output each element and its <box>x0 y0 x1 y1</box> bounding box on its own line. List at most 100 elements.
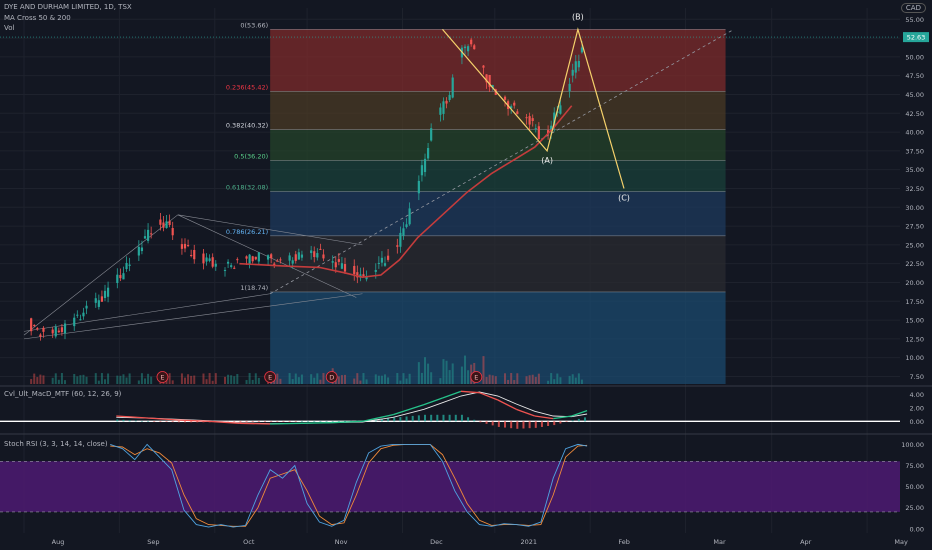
volume-bar <box>430 372 433 384</box>
macd-label[interactable]: Cvl_Ult_MacD_MTF (60, 12, 26, 9) <box>4 390 122 398</box>
fib-zone-0.786 <box>270 235 726 292</box>
earnings-marker[interactable] <box>325 371 338 383</box>
volume-bar <box>150 376 153 384</box>
volume-bar <box>64 380 67 384</box>
fib-level-label: 0.382(40.32) <box>226 122 268 130</box>
candle-body <box>85 305 88 309</box>
fib-zone-0.236 <box>270 91 726 130</box>
candle-body <box>334 262 337 268</box>
candle-body <box>248 254 251 264</box>
earnings-marker-label: D <box>329 374 334 382</box>
macd-histogram-bar <box>510 421 513 429</box>
volume-bar <box>42 375 45 384</box>
macd-line-segment <box>331 420 363 424</box>
fibonacci-retracement[interactable]: 0(53.66) 0.236(45.42) 0.382(40.32) 0.5(36.2… <box>226 21 726 384</box>
stoch-tick-label: 75.00 <box>905 462 924 470</box>
volume-bar <box>467 370 470 384</box>
volume-bar <box>531 374 534 384</box>
ma-indicator-label[interactable]: MA Cross 50 & 200 <box>4 14 71 22</box>
elliott-wave-drawing[interactable]: (A) (B) (C) <box>442 12 630 202</box>
macd-histogram-bar <box>448 414 451 422</box>
candle-body <box>313 251 316 258</box>
volume-bar <box>122 374 125 384</box>
candle-body <box>60 327 64 332</box>
dashed-trend-line[interactable] <box>269 30 732 295</box>
macd-line-segment <box>516 408 536 417</box>
candle-body <box>202 253 205 264</box>
price-tick-label: 25.00 <box>905 241 924 249</box>
macd-histogram-bar <box>479 421 482 423</box>
ma-50-line <box>239 105 573 279</box>
volume-bar <box>356 373 359 384</box>
macd-histogram-bar <box>393 417 396 422</box>
candle-body <box>76 314 79 316</box>
volume-bar <box>51 377 54 384</box>
macd-histogram-bar <box>411 415 414 422</box>
trend-line-3[interactable] <box>23 293 363 340</box>
macd-histogram-bar <box>282 421 285 422</box>
volume-bar <box>494 376 497 384</box>
volume-bars <box>30 355 583 384</box>
last-price-badge <box>903 32 929 43</box>
macd-histogram-bar <box>577 418 580 422</box>
price-tick-label: 40.00 <box>905 129 924 137</box>
price-axis[interactable]: 7.50 10.00 12.50 15.00 17.50 20.00 22.50 25.00 2… <box>901 16 929 534</box>
macd-tick-label: 2.00 <box>910 405 924 413</box>
macd-histogram-bar <box>399 417 402 422</box>
volume-bar <box>30 378 33 384</box>
earnings-marker[interactable] <box>264 371 277 383</box>
volume-bar <box>128 373 131 384</box>
symbol-title[interactable]: DYE AND DURHAM LIMITED, 1D, TSX <box>4 3 132 11</box>
macd-histogram-bar <box>491 421 494 426</box>
volume-bar <box>144 378 147 384</box>
volume-bar <box>396 373 399 384</box>
volume-bar <box>100 373 103 384</box>
trend-line-0[interactable] <box>23 214 179 336</box>
volume-bar <box>424 357 427 384</box>
macd-histogram-bar <box>128 420 131 422</box>
stoch-rsi-label[interactable]: Stoch RSI (3, 3, 14, 14, close) <box>4 440 108 448</box>
volume-bar <box>460 366 463 384</box>
macd-histogram-bar <box>251 421 254 423</box>
macd-line-segment <box>423 397 443 406</box>
trend-line-1[interactable] <box>177 214 363 246</box>
macd-histogram-bar <box>516 421 519 429</box>
price-tick-label: 20.00 <box>905 279 924 287</box>
earnings-marker-label: E <box>474 374 478 382</box>
candle-body <box>337 259 340 262</box>
macd-histogram-bar <box>534 421 537 428</box>
earnings-marker[interactable] <box>156 371 169 383</box>
volume-bar <box>33 373 36 384</box>
volume-bar <box>140 373 143 384</box>
earnings-marker[interactable] <box>470 371 483 383</box>
macd-histogram-bar <box>313 421 316 422</box>
candle-body <box>103 290 107 299</box>
candle-body <box>482 65 485 68</box>
time-axis[interactable]: AugSepOctNovDec2021FebMarAprMayJunJulAug… <box>52 538 932 546</box>
price-tick-label: 12.50 <box>905 335 924 343</box>
candle-body <box>365 277 368 280</box>
stoch-k-line <box>110 443 588 528</box>
volume-bar <box>399 380 402 384</box>
wave-path-line[interactable] <box>442 27 625 189</box>
volume-bar <box>359 380 362 384</box>
macd-histogram-bar <box>270 421 273 422</box>
candle-body <box>531 118 534 121</box>
fib-level-label: 1(18.74) <box>240 284 268 292</box>
time-tick-label: Dec <box>430 538 443 546</box>
price-tick-label: 10.00 <box>905 354 924 362</box>
volume-indicator-label[interactable]: Vol <box>4 24 15 32</box>
fib-zone-below-1 <box>270 291 726 384</box>
volume-bar <box>171 380 174 384</box>
wave-label: (C) <box>618 193 630 202</box>
volume-bar <box>211 380 214 384</box>
fib-level-label: 0(53.66) <box>240 21 268 29</box>
volume-bar <box>568 375 571 384</box>
candle-body <box>183 243 187 249</box>
macd-histogram-bar <box>153 421 156 422</box>
volume-bar <box>208 373 211 384</box>
macd-line-segment <box>362 414 394 422</box>
volume-bar <box>82 374 85 384</box>
